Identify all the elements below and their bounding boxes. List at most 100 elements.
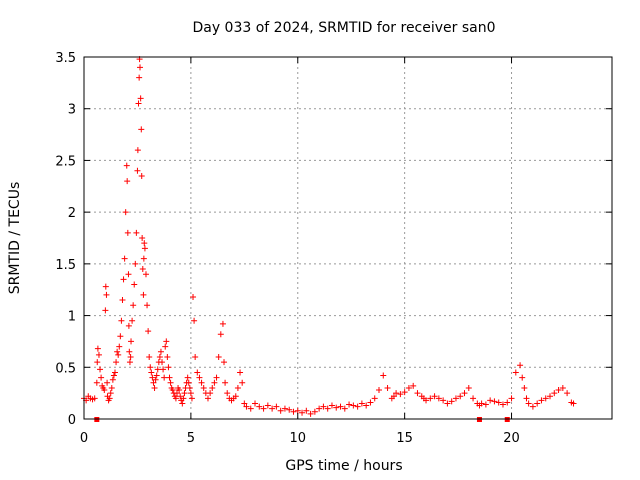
data-point — [130, 302, 137, 309]
data-point — [94, 359, 101, 366]
data-point — [200, 384, 207, 391]
data-point — [290, 408, 297, 415]
data-point — [241, 400, 248, 407]
data-point — [405, 384, 412, 391]
chart-title: Day 033 of 2024, SRMTID for receiver san… — [192, 20, 495, 36]
data-point — [299, 409, 306, 416]
data-point — [273, 403, 280, 410]
data-point — [104, 379, 111, 386]
data-point — [504, 399, 511, 406]
y-tick-label: 3.5 — [55, 51, 76, 66]
data-point — [232, 393, 239, 400]
data-point — [153, 372, 160, 379]
plot-frame — [83, 56, 613, 420]
data-point — [177, 393, 184, 400]
data-point — [401, 389, 408, 396]
data-point — [222, 379, 229, 386]
data-point — [149, 374, 156, 381]
data-point — [324, 405, 331, 412]
data-point — [134, 147, 141, 154]
data-point — [111, 369, 118, 376]
data-point — [204, 395, 211, 402]
data-point — [410, 382, 417, 389]
data-point — [393, 390, 400, 397]
data-point — [187, 390, 194, 397]
data-point — [176, 387, 183, 394]
data-point — [303, 407, 310, 414]
data-point — [169, 387, 176, 394]
data-point — [120, 276, 127, 283]
data-point — [517, 362, 524, 369]
data-point — [427, 395, 434, 402]
data-point — [118, 317, 125, 324]
data-point — [482, 401, 489, 408]
data-point — [138, 172, 145, 179]
data-point — [162, 343, 169, 350]
data-point — [358, 400, 365, 407]
data-point — [328, 402, 335, 409]
data-point — [534, 400, 541, 407]
data-point — [161, 374, 168, 381]
data-point — [166, 374, 173, 381]
data-point — [570, 400, 577, 407]
data-point — [148, 369, 155, 376]
data-point — [375, 387, 382, 394]
data-point — [129, 317, 136, 324]
y-tick-label: 2.5 — [55, 154, 76, 169]
data-point — [93, 379, 100, 386]
data-point — [538, 397, 545, 404]
data-point — [508, 395, 515, 402]
data-point — [452, 395, 459, 402]
data-point — [390, 393, 397, 400]
data-point — [551, 390, 558, 397]
data-point — [139, 235, 146, 241]
data-point — [384, 384, 391, 391]
x-tick-label: 10 — [289, 431, 306, 446]
data-point — [221, 359, 228, 366]
data-point — [138, 126, 145, 133]
data-point — [110, 372, 117, 379]
data-point — [137, 95, 144, 102]
data-point — [260, 405, 267, 412]
data-point — [247, 405, 254, 412]
data-point — [116, 343, 123, 350]
data-point — [191, 317, 198, 324]
x-axis-label: GPS time / hours — [285, 458, 402, 474]
data-point — [198, 379, 205, 386]
data-point — [150, 379, 157, 386]
data-point — [185, 379, 192, 386]
data-point — [256, 403, 263, 410]
data-point — [499, 401, 506, 408]
data-point — [181, 390, 188, 397]
data-point — [547, 393, 554, 400]
data-point — [154, 366, 161, 373]
data-point — [269, 405, 276, 412]
data-point — [106, 395, 113, 402]
data-point — [128, 338, 135, 345]
y-tick-label: 3 — [68, 103, 76, 118]
y-tick-label: 0.5 — [55, 361, 76, 376]
data-point — [423, 397, 430, 404]
data-point — [457, 393, 464, 400]
data-point — [337, 403, 344, 410]
data-point — [491, 398, 498, 405]
grid-lines — [84, 57, 612, 419]
data-point — [147, 364, 154, 371]
data-point — [350, 402, 357, 409]
data-point — [397, 391, 404, 398]
data-point — [294, 407, 301, 414]
data-point — [172, 395, 179, 402]
data-point — [444, 400, 451, 407]
y-tick-label: 0 — [68, 413, 76, 428]
data-point — [113, 359, 120, 366]
data-point — [555, 387, 562, 394]
data-point — [346, 401, 353, 408]
data-point — [239, 379, 246, 386]
data-point — [320, 403, 327, 410]
data-point — [525, 400, 532, 407]
data-point — [435, 395, 442, 402]
data-point — [264, 402, 271, 409]
data-point — [141, 245, 148, 252]
